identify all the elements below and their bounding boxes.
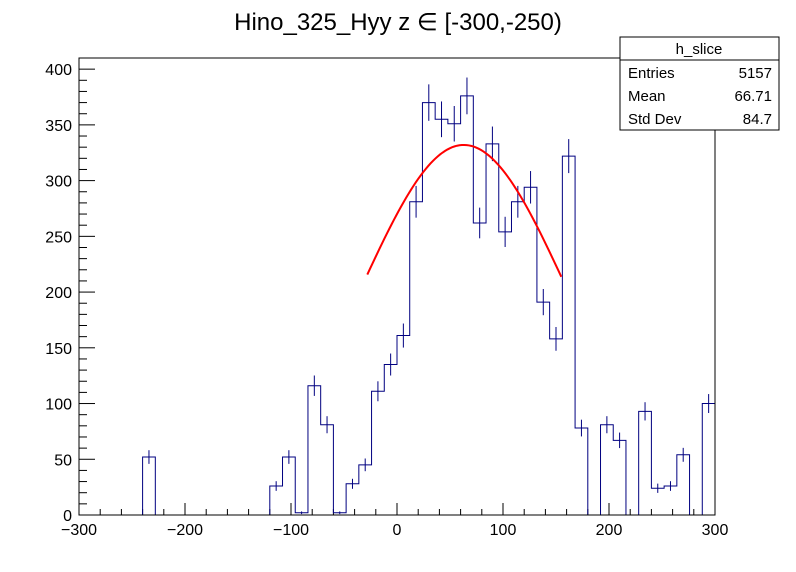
stats-entries-value: 5157 bbox=[739, 65, 772, 82]
y-tick-label: 100 bbox=[45, 397, 72, 414]
x-tick-label: −200 bbox=[167, 522, 203, 539]
x-tick-label: 100 bbox=[490, 522, 517, 539]
y-tick-label: 400 bbox=[45, 62, 72, 79]
stats-mean-value: 66.71 bbox=[734, 88, 772, 105]
gaussian-fit-curve bbox=[366, 143, 563, 278]
plot-frame bbox=[78, 57, 716, 516]
x-tick-label: 200 bbox=[596, 522, 623, 539]
y-tick-label: 350 bbox=[45, 118, 72, 135]
x-tick-label: −100 bbox=[273, 522, 309, 539]
y-tick-label: 150 bbox=[45, 341, 72, 358]
stats-box-name: h_slice bbox=[676, 41, 723, 58]
y-tick-label: 250 bbox=[45, 229, 72, 246]
y-tick-label: 200 bbox=[45, 285, 72, 302]
y-tick-label: 50 bbox=[54, 452, 72, 469]
stats-stddev-value: 84.7 bbox=[743, 111, 772, 128]
x-tick-label: 0 bbox=[393, 522, 402, 539]
y-tick-label: 300 bbox=[45, 174, 72, 191]
stats-box: h_slice Entries 5157 Mean 66.71 Std Dev … bbox=[619, 36, 780, 131]
stats-stddev-label: Std Dev bbox=[628, 111, 682, 128]
x-tick-label: −300 bbox=[61, 522, 97, 539]
y-tick-label: 0 bbox=[63, 508, 72, 525]
stats-mean-label: Mean bbox=[628, 88, 666, 105]
stats-box-frame bbox=[619, 36, 780, 131]
plot-area: −300 −200 −100 0 100 200 300 0 50 100 150 200 250 300… bbox=[45, 57, 729, 539]
stats-entries-label: Entries bbox=[628, 65, 675, 82]
chart-title: Hino_325_Hyy z ∈ [-300,-250) bbox=[234, 9, 562, 36]
x-tick-label: 300 bbox=[702, 522, 729, 539]
